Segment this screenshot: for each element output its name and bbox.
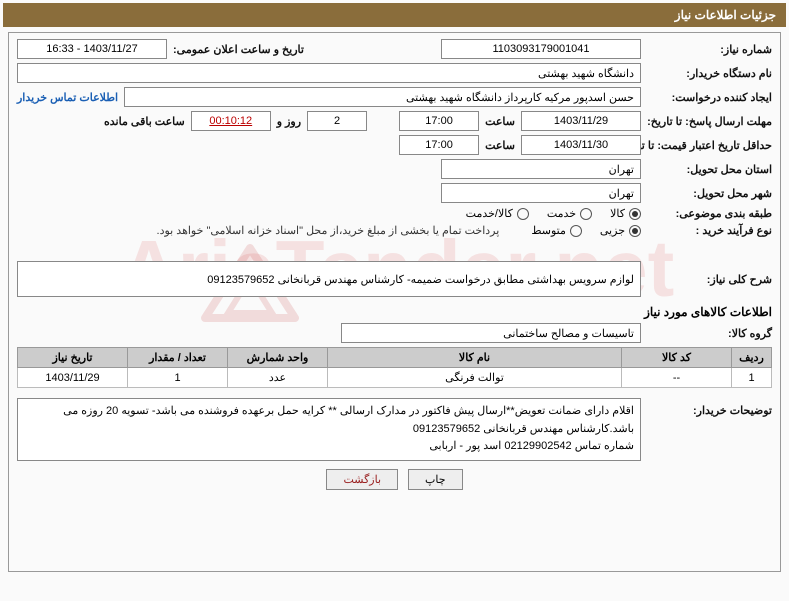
process-label: نوع فرآیند خرید : xyxy=(647,224,772,237)
radio-khadamat-label: خدمت xyxy=(547,207,576,220)
radio-khadamat[interactable]: خدمت xyxy=(547,207,592,220)
radio-dot-icon xyxy=(629,208,641,220)
th-qty: تعداد / مقدار xyxy=(128,348,228,368)
buyer-comment-box: اقلام دارای ضمانت تعویض**ارسال پیش فاکتو… xyxy=(17,398,641,461)
items-table: ردیف کد کالا نام کالا واحد شمارش تعداد /… xyxy=(17,347,772,388)
desc-label: شرح کلی نیاز: xyxy=(647,273,772,286)
td-qty: 1 xyxy=(128,368,228,388)
days-label: روز و xyxy=(277,115,301,128)
remaining-label: ساعت باقی مانده xyxy=(104,115,185,128)
th-name: نام کالا xyxy=(328,348,622,368)
requester-label: ایجاد کننده درخواست: xyxy=(647,91,772,104)
contact-link[interactable]: اطلاعات تماس خریدار xyxy=(17,91,118,104)
deadline-time-field: 17:00 xyxy=(399,111,479,131)
group-label: گروه کالا: xyxy=(647,327,772,340)
days-field: 2 xyxy=(307,111,367,131)
items-section-title: اطلاعات کالاهای مورد نیاز xyxy=(17,305,772,319)
time-label-1: ساعت xyxy=(485,115,515,128)
th-unit: واحد شمارش xyxy=(228,348,328,368)
category-radio-group: کالا خدمت کالا/خدمت xyxy=(466,207,641,220)
back-button[interactable]: بازگشت xyxy=(326,469,398,490)
deadline-date-field: 1403/11/29 xyxy=(521,111,641,131)
radio-partial-label: جزیی xyxy=(600,224,625,237)
province-field: تهران xyxy=(441,159,641,179)
requester-field: حسن اسدپور مرکیه کارپرداز دانشگاه شهید ب… xyxy=(124,87,641,107)
table-row: 1 -- توالت فرنگی عدد 1 1403/11/29 xyxy=(18,368,772,388)
buyer-comment-label: توضیحات خریدار: xyxy=(647,394,772,417)
radio-dot-icon xyxy=(580,208,592,220)
radio-medium[interactable]: متوسط xyxy=(531,224,582,237)
buyer-org-field: دانشگاه شهید بهشتی xyxy=(17,63,641,83)
main-panel: شماره نیاز: 1103093179001041 تاریخ و ساع… xyxy=(8,32,781,572)
niaz-number-label: شماره نیاز: xyxy=(647,43,772,56)
announce-date-label: تاریخ و ساعت اعلان عمومی: xyxy=(173,43,304,56)
panel-header: جزئیات اطلاعات نیاز xyxy=(3,3,786,27)
radio-dot-icon xyxy=(517,208,529,220)
th-row: ردیف xyxy=(732,348,772,368)
print-button[interactable]: چاپ xyxy=(408,469,463,490)
timer-field: 00:10:12 xyxy=(191,111,271,131)
radio-both[interactable]: کالا/خدمت xyxy=(466,207,529,220)
td-unit: عدد xyxy=(228,368,328,388)
niaz-number-field: 1103093179001041 xyxy=(441,39,641,59)
radio-both-label: کالا/خدمت xyxy=(466,207,513,220)
panel-title: جزئیات اطلاعات نیاز xyxy=(675,8,776,22)
buyer-comment-text: اقلام دارای ضمانت تعویض**ارسال پیش فاکتو… xyxy=(63,405,634,452)
city-label: شهر محل تحویل: xyxy=(647,187,772,200)
th-date: تاریخ نیاز xyxy=(18,348,128,368)
radio-kala[interactable]: کالا xyxy=(610,207,641,220)
td-name: توالت فرنگی xyxy=(328,368,622,388)
city-field: تهران xyxy=(441,183,641,203)
th-code: کد کالا xyxy=(622,348,732,368)
td-code: -- xyxy=(622,368,732,388)
desc-field: لوازم سرویس بهداشتی مطابق درخواست ضمیمه-… xyxy=(17,261,641,297)
time-label-2: ساعت xyxy=(485,139,515,152)
radio-dot-icon xyxy=(570,225,582,237)
announce-date-field: 1403/11/27 - 16:33 xyxy=(17,39,167,59)
radio-medium-label: متوسط xyxy=(531,224,566,237)
td-idx: 1 xyxy=(732,368,772,388)
td-date: 1403/11/29 xyxy=(18,368,128,388)
province-label: استان محل تحویل: xyxy=(647,163,772,176)
process-radio-group: جزیی متوسط xyxy=(531,224,641,237)
category-label: طبقه بندی موضوعی: xyxy=(647,207,772,220)
valid-until-label: حداقل تاریخ اعتبار قیمت: تا تاریخ: xyxy=(647,139,772,152)
valid-until-date-field: 1403/11/30 xyxy=(521,135,641,155)
table-header-row: ردیف کد کالا نام کالا واحد شمارش تعداد /… xyxy=(18,348,772,368)
radio-partial[interactable]: جزیی xyxy=(600,224,641,237)
buyer-org-label: نام دستگاه خریدار: xyxy=(647,67,772,80)
process-note: پرداخت تمام یا بخشی از مبلغ خرید،از محل … xyxy=(157,224,500,237)
radio-dot-icon xyxy=(629,225,641,237)
group-field: تاسیسات و مصالح ساختمانی xyxy=(341,323,641,343)
deadline-label: مهلت ارسال پاسخ: تا تاریخ: xyxy=(647,115,772,128)
valid-until-time-field: 17:00 xyxy=(399,135,479,155)
radio-kala-label: کالا xyxy=(610,207,625,220)
button-row: چاپ بازگشت xyxy=(17,469,772,490)
